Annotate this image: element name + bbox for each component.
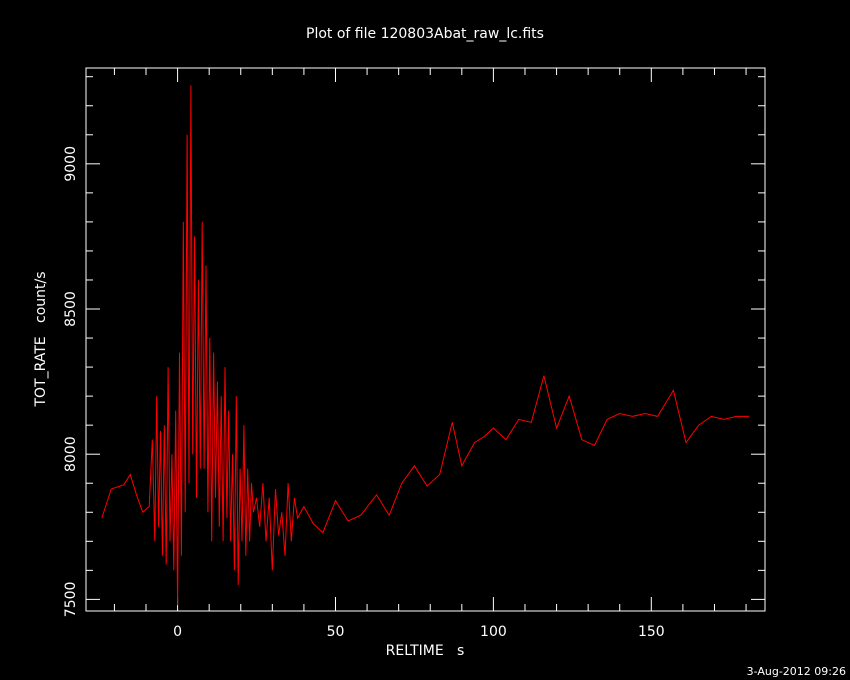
x-tick-label: 50 bbox=[327, 624, 345, 640]
y-tick-label: 9000 bbox=[63, 146, 79, 182]
y-axis-label: TOT_RATE count/s bbox=[33, 271, 49, 407]
y-tick-label: 7500 bbox=[63, 582, 79, 618]
x-tick-label: 150 bbox=[638, 624, 665, 640]
axis-tick-labels: 0 50 100 150 7500 8000 8500 9000 bbox=[63, 146, 665, 640]
x-tick-label: 100 bbox=[480, 624, 507, 640]
x-axis-label: RELTIME s bbox=[386, 643, 465, 659]
x-tick-label: 0 bbox=[173, 624, 182, 640]
chart-title: Plot of file 120803Abat_raw_lc.fits bbox=[306, 26, 544, 42]
timestamp: 3-Aug-2012 09:26 bbox=[746, 665, 846, 678]
plot-frame bbox=[85, 67, 766, 612]
series-line bbox=[101, 85, 750, 606]
y-tick-label: 8000 bbox=[63, 436, 79, 472]
y-tick-label: 8500 bbox=[63, 291, 79, 327]
axis-ticks bbox=[86, 68, 765, 611]
